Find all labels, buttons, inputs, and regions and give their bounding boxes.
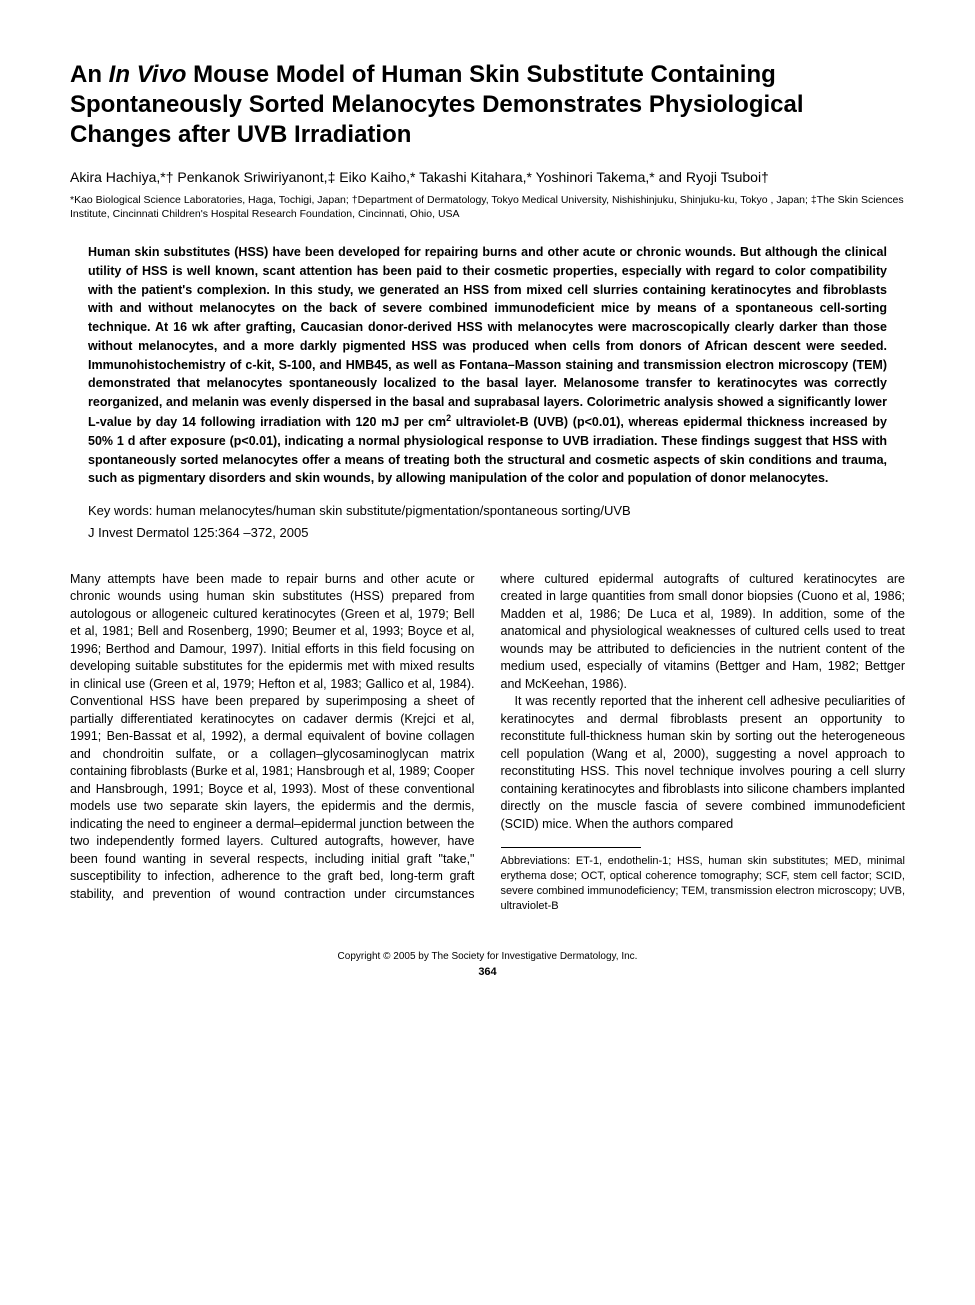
body-paragraph-2: It was recently reported that the inhere… <box>501 693 906 833</box>
abbreviations-rule <box>501 847 641 848</box>
abstract: Human skin substitutes (HSS) have been d… <box>88 243 887 488</box>
affiliations: *Kao Biological Science Laboratories, Ha… <box>70 193 905 221</box>
page-number: 364 <box>70 964 905 981</box>
title-italic: In Vivo <box>109 61 187 88</box>
page-footer: Copyright © 2005 by The Society for Inve… <box>70 949 905 981</box>
body-columns: Many attempts have been made to repair b… <box>70 571 905 914</box>
journal-citation: J Invest Dermatol 125:364 –372, 2005 <box>88 524 887 542</box>
title-pre: An <box>70 61 109 88</box>
abbreviations-block: Abbreviations: ET-1, endothelin-1; HSS, … <box>501 854 906 913</box>
keywords-line: Key words: human melanocytes/human skin … <box>88 502 887 520</box>
abstract-pre: Human skin substitutes (HSS) have been d… <box>88 245 887 429</box>
article-title: An In Vivo Mouse Model of Human Skin Sub… <box>70 60 905 150</box>
copyright-line: Copyright © 2005 by The Society for Inve… <box>70 949 905 964</box>
authors-line: Akira Hachiya,*† Penkanok Sriwiriyanont,… <box>70 168 905 187</box>
